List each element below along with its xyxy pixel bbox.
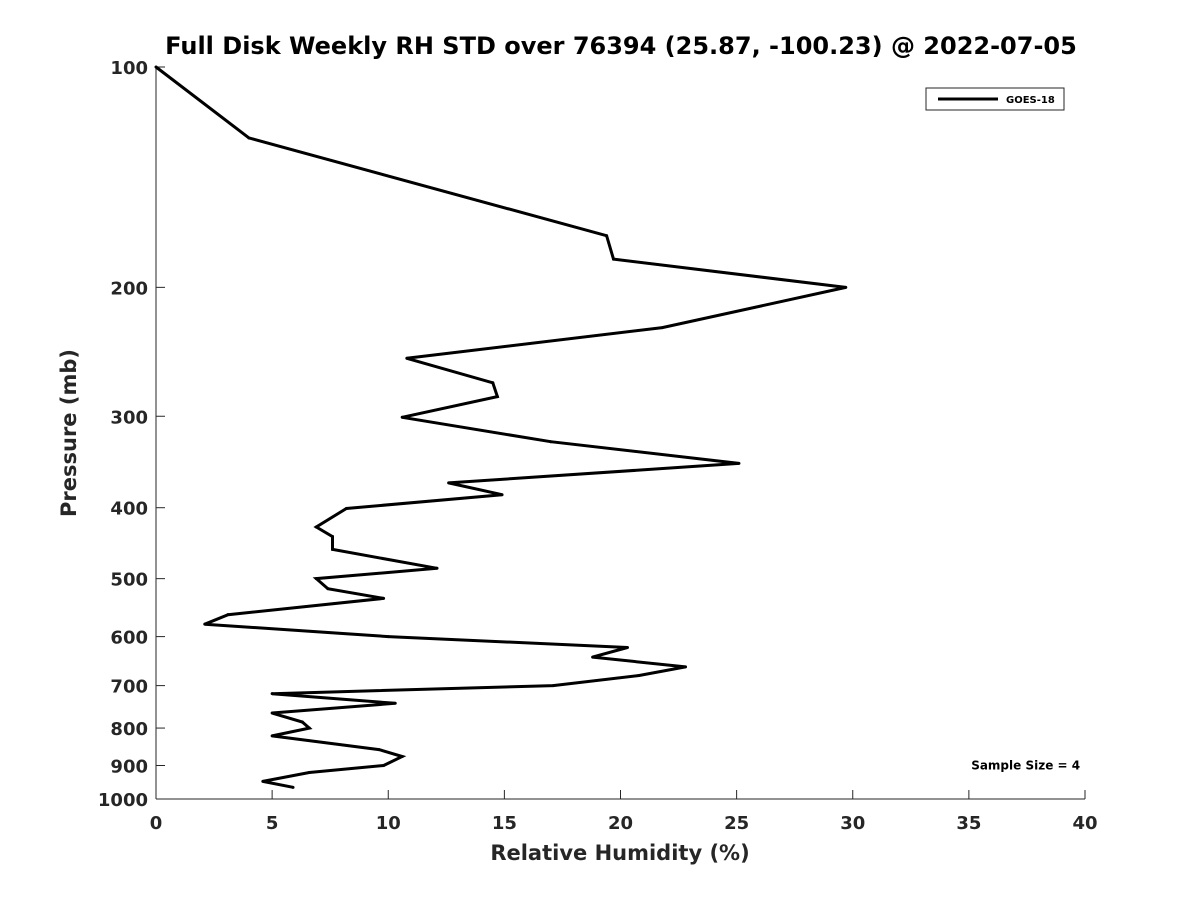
y-tick-label: 100 (110, 58, 148, 79)
x-tick-label: 25 (724, 813, 749, 834)
y-tick-label: 700 (110, 677, 148, 698)
data-point (495, 395, 499, 399)
data-point (491, 381, 495, 385)
data-point (307, 770, 311, 774)
data-point (307, 726, 311, 730)
data-point (447, 481, 451, 485)
chart-title: Full Disk Weekly RH STD over 76394 (25.8… (165, 32, 1077, 60)
data-point (314, 525, 318, 529)
data-point (270, 711, 274, 715)
y-tick-label: 800 (110, 719, 148, 740)
data-point (684, 665, 688, 669)
data-point (226, 613, 230, 617)
y-tick-label: 1000 (98, 790, 148, 811)
data-point (625, 646, 629, 650)
x-tick-label: 35 (956, 813, 981, 834)
y-tick-label: 900 (110, 757, 148, 778)
data-point (300, 720, 304, 724)
data-point (605, 234, 609, 238)
data-point (314, 577, 318, 581)
data-point (344, 507, 348, 511)
data-point (382, 764, 386, 768)
y-tick-label: 400 (110, 499, 148, 520)
data-point (400, 755, 404, 759)
x-tick-label: 0 (150, 813, 163, 834)
x-tick-label: 10 (376, 813, 401, 834)
data-point (591, 655, 595, 659)
data-point (291, 785, 295, 789)
x-tick-label: 5 (266, 813, 279, 834)
x-tick-label: 40 (1072, 813, 1097, 834)
data-point (270, 692, 274, 696)
data-point (660, 326, 664, 330)
y-axis-label: Pressure (mb) (57, 349, 81, 517)
data-point (382, 596, 386, 600)
data-point (270, 734, 274, 738)
legend-label: GOES-18 (1006, 95, 1055, 106)
plot-area: 0 5 10 15 20 25 30 35 40 100 200 300 400 500 600 700 800… (98, 58, 1098, 834)
series-line-goes-18 (155, 65, 847, 789)
data-point (549, 440, 553, 444)
data-point (400, 415, 404, 419)
x-tick-label: 20 (608, 813, 633, 834)
data-point (393, 701, 397, 705)
data-point (377, 748, 381, 752)
x-tick-label: 15 (492, 813, 517, 834)
y-tick-label: 300 (110, 407, 148, 428)
data-point (386, 635, 390, 639)
data-point (154, 65, 158, 69)
data-point (637, 673, 641, 677)
y-tick-label: 600 (110, 628, 148, 649)
data-point (500, 493, 504, 497)
data-point (435, 566, 439, 570)
x-axis-label: Relative Humidity (%) (490, 841, 749, 865)
data-point (331, 547, 335, 551)
x-tick-label: 30 (840, 813, 865, 834)
data-point (612, 257, 616, 261)
y-tick-label: 200 (110, 278, 148, 299)
data-point (737, 461, 741, 465)
data-point (261, 779, 265, 783)
data-point (203, 622, 207, 626)
data-point (331, 535, 335, 539)
y-tick-label: 500 (110, 570, 148, 591)
sample-size-annotation: Sample Size = 4 (971, 759, 1080, 773)
data-point (405, 356, 409, 360)
data-point (844, 285, 848, 289)
data-point (551, 684, 555, 688)
data-point (326, 587, 330, 591)
data-point (247, 136, 251, 140)
